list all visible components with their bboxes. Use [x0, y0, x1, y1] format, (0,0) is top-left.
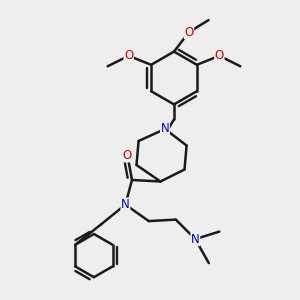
Text: O: O [124, 49, 133, 62]
Text: N: N [160, 122, 169, 136]
Text: O: O [184, 26, 194, 39]
Text: N: N [191, 232, 200, 246]
Text: N: N [121, 198, 130, 211]
Text: O: O [215, 49, 224, 62]
Text: O: O [123, 149, 132, 162]
